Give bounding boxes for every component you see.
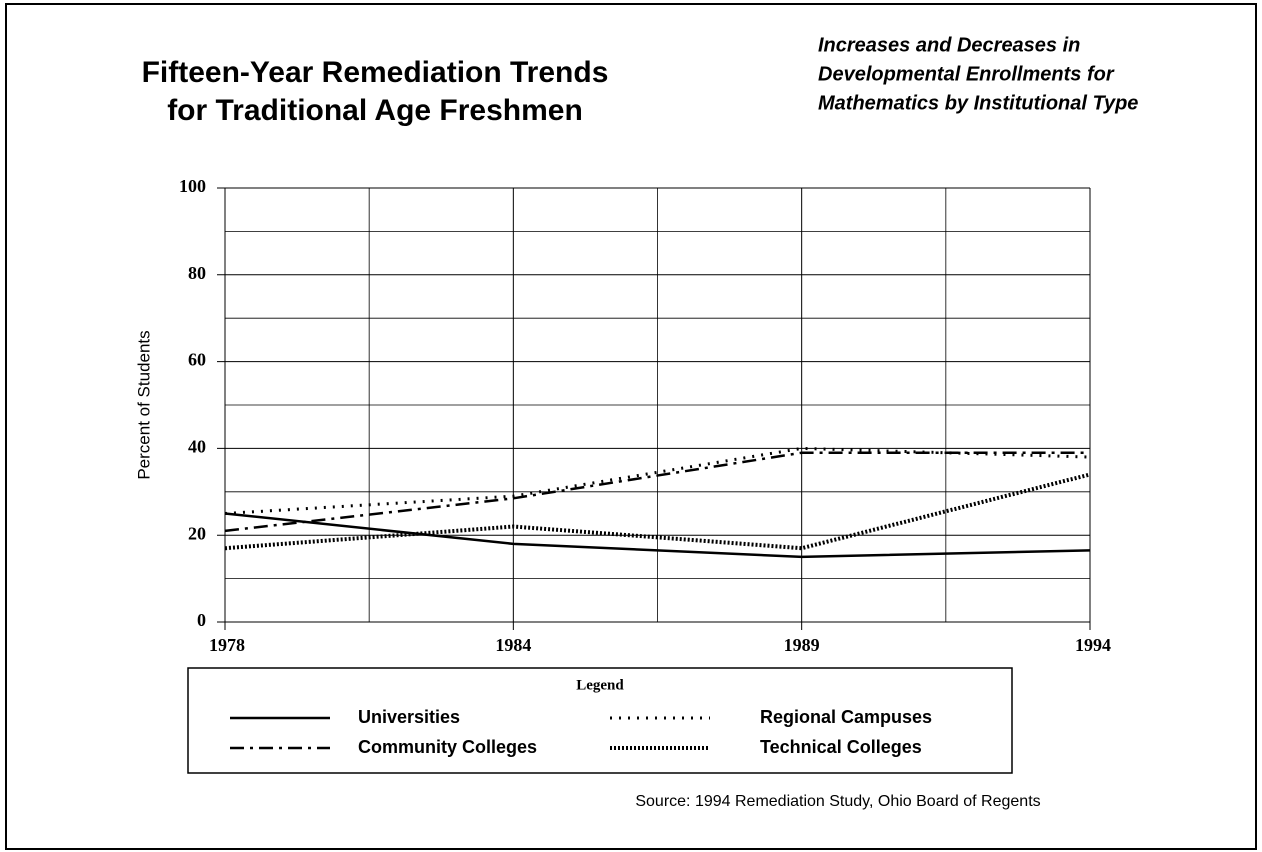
y-axis-label: Percent of Students — [134, 330, 153, 479]
source: Source: 1994 Remediation Study, Ohio Boa… — [635, 793, 1040, 810]
series-line — [224, 512, 1091, 559]
y-tick-label: 100 — [179, 176, 206, 196]
legend-label: Universities — [358, 707, 460, 727]
y-tick-label: 20 — [188, 523, 206, 543]
subtitle: Increases and Decreases in — [818, 34, 1080, 56]
legend-label: Regional Campuses — [760, 707, 932, 727]
x-tick-label: 1984 — [495, 635, 531, 655]
series-line — [224, 446, 1091, 515]
legend-label: Community Colleges — [358, 737, 537, 757]
y-tick-label: 40 — [188, 437, 206, 457]
series-line — [224, 451, 1090, 533]
x-tick-label: 1994 — [1075, 635, 1111, 655]
y-tick-label: 80 — [188, 263, 206, 283]
y-tick-label: 0 — [197, 610, 206, 630]
page-border — [5, 3, 1257, 850]
legend-label: Technical Colleges — [760, 737, 922, 757]
series-line — [224, 472, 1091, 551]
y-tick-label: 60 — [188, 350, 206, 370]
legend-box — [187, 667, 1013, 774]
chart-title: for Traditional Age Freshmen — [167, 94, 583, 127]
x-tick-label: 1989 — [784, 635, 820, 655]
chart-title: Fifteen-Year Remediation Trends — [142, 56, 609, 89]
legend-title: Legend — [576, 677, 624, 693]
subtitle: Developmental Enrollments for — [818, 63, 1115, 85]
x-tick-label: 1978 — [209, 635, 245, 655]
subtitle: Mathematics by Institutional Type — [818, 92, 1138, 114]
